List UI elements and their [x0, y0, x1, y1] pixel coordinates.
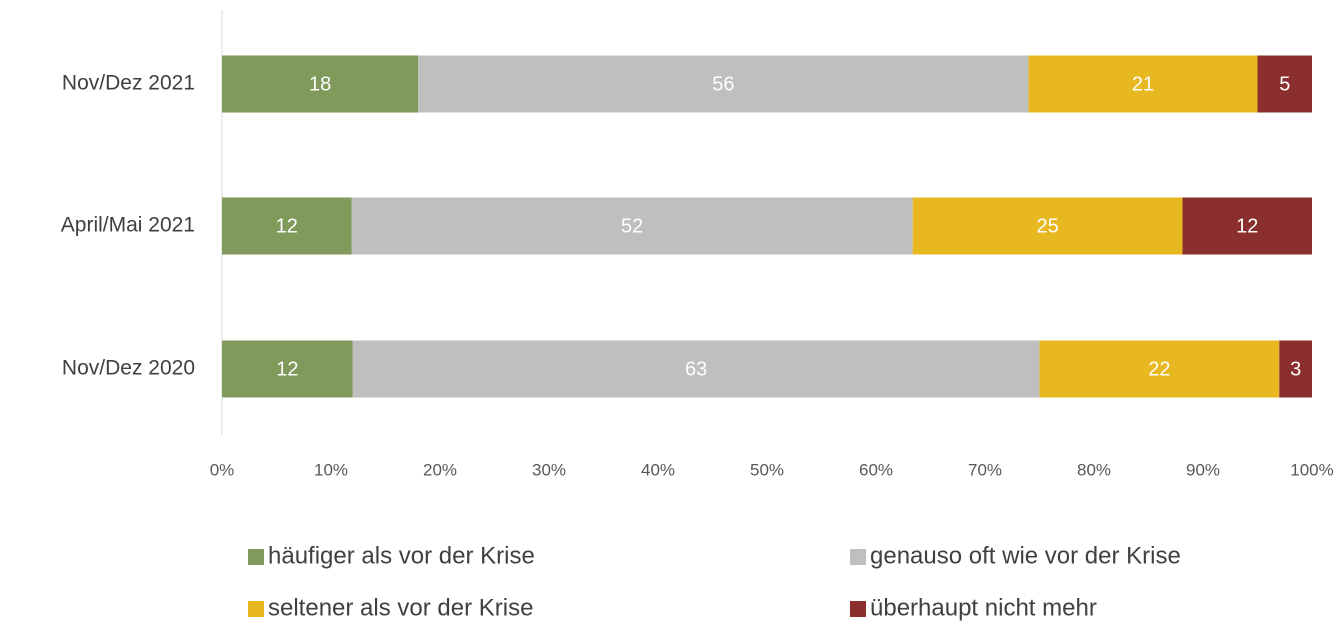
data-label: 25: [1036, 215, 1058, 237]
data-label: 56: [712, 73, 734, 95]
x-tick-label: 100%: [1290, 460, 1333, 479]
x-tick-label: 10%: [314, 460, 348, 479]
data-label: 52: [621, 215, 643, 237]
data-label: 63: [685, 358, 707, 380]
y-tick-label: Nov/Dez 2021: [62, 72, 195, 95]
data-label: 21: [1132, 73, 1154, 95]
legend-marker: [850, 549, 866, 565]
bar-segment: [351, 197, 913, 255]
legend-marker: [248, 601, 264, 617]
bar-segment: [1039, 340, 1280, 398]
y-tick-label: April/Mai 2021: [61, 214, 195, 237]
x-tick-label: 70%: [968, 460, 1002, 479]
bar-segment: [912, 197, 1183, 255]
legend-label: genauso oft wie vor der Krise: [870, 542, 1181, 569]
bar-segment: [418, 55, 1029, 113]
x-tick-label: 0%: [210, 460, 235, 479]
legend-marker: [248, 549, 264, 565]
bar-segment: [352, 340, 1040, 398]
data-label: 12: [276, 358, 298, 380]
legend-label: überhaupt nicht mehr: [870, 594, 1097, 621]
x-tick-label: 60%: [859, 460, 893, 479]
x-tick-label: 40%: [641, 460, 675, 479]
y-tick-label: Nov/Dez 2020: [62, 357, 195, 380]
data-label: 3: [1290, 358, 1301, 380]
bar-segment: [222, 340, 353, 398]
data-label: 12: [1236, 215, 1258, 237]
x-tick-label: 80%: [1077, 460, 1111, 479]
legend-marker: [850, 601, 866, 617]
x-tick-label: 50%: [750, 460, 784, 479]
x-tick-label: 90%: [1186, 460, 1220, 479]
legend-label: seltener als vor der Krise: [268, 594, 533, 621]
bar-segment: [222, 55, 419, 113]
x-tick-label: 20%: [423, 460, 457, 479]
x-tick-label: 30%: [532, 460, 566, 479]
data-label: 12: [276, 215, 298, 237]
data-label: 5: [1279, 73, 1290, 95]
bar-segment: [1279, 340, 1312, 398]
bar-segment: [222, 197, 352, 255]
data-label: 18: [309, 73, 331, 95]
bar-segment: [1182, 197, 1312, 255]
legend-label: häufiger als vor der Krise: [268, 542, 535, 569]
data-label: 22: [1148, 358, 1170, 380]
bar-segment: [1257, 55, 1312, 113]
bar-segment: [1028, 55, 1258, 113]
